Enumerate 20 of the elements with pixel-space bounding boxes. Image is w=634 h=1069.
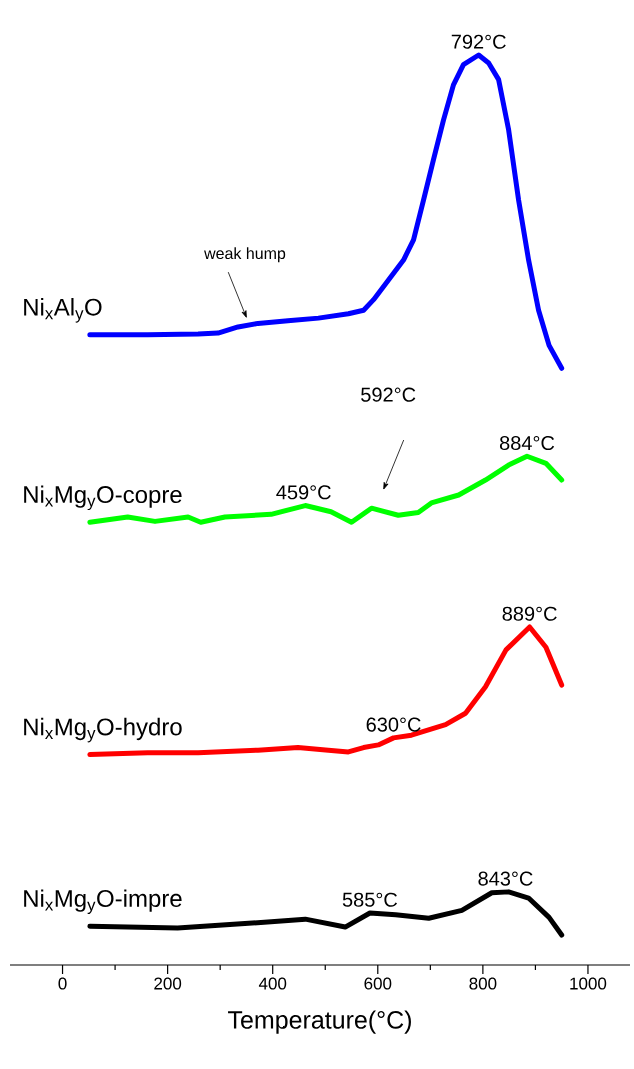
x-tick-label: 200 — [154, 977, 182, 990]
series-label: Ni$_{x}$Al$_{y}$O — [24, 298, 102, 323]
annotation: 884°C — [499, 435, 555, 451]
annotation: 792°C — [451, 34, 506, 49]
x-tick-label: 800 — [469, 977, 497, 990]
series-label: Ni$_{x}$Mg$_{y}$O-impre — [24, 889, 182, 914]
annotation: 843°C — [478, 871, 533, 886]
annotation: 630°C — [366, 717, 421, 732]
series-label: Ni$_{x}$Mg$_{y}$O-hydro — [24, 717, 182, 743]
x-tick-label: 600 — [364, 977, 392, 990]
annotation: weak hump — [204, 247, 286, 263]
series-label: Ni$_{x}$Mg$_{y}$O-copre — [24, 485, 182, 511]
annotation: 592°C — [361, 387, 416, 402]
x-axis-title: Temperature(°C) — [228, 1010, 411, 1034]
annotation: 889°C — [502, 606, 557, 621]
annotation: 459°C — [276, 485, 331, 500]
x-tick-label: 0 — [58, 977, 67, 990]
annotation: 585°C — [342, 892, 398, 907]
x-tick-label: 1000 — [570, 977, 607, 990]
x-tick-label: 400 — [258, 977, 287, 990]
